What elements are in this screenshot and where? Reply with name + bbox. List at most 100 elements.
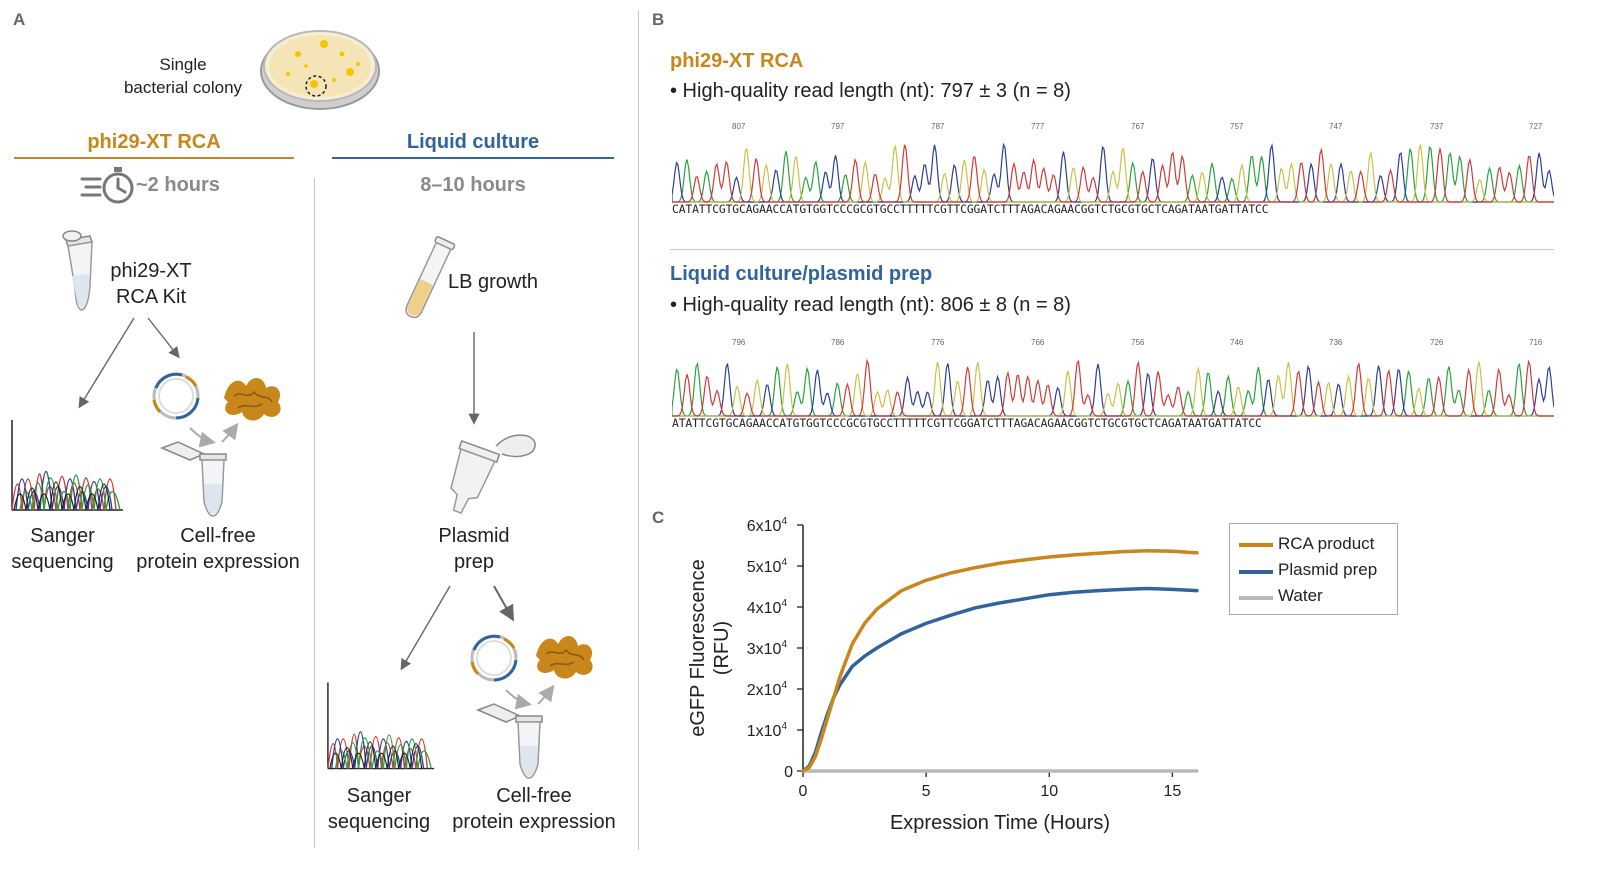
- legend-swatch-water: [1239, 596, 1273, 600]
- culture-column-title: Liquid culture: [406, 131, 540, 153]
- plasmid-trace-ticks: 796 786 776 766 756 746 736 726 716: [670, 338, 1555, 354]
- kit-label-line2: RCA Kit: [115, 286, 187, 308]
- rca-tick: 787: [931, 122, 945, 131]
- panel-b-letter: B: [652, 10, 665, 29]
- lb-growth-label: LB growth: [448, 271, 539, 293]
- y-tick-label: 2x104: [747, 680, 788, 699]
- legend-swatch-plasmid: [1239, 570, 1273, 574]
- rca-tick: 737: [1430, 122, 1444, 131]
- plasmid-tick: 726: [1430, 338, 1444, 347]
- rca-time: ~2 hours: [136, 174, 220, 196]
- rca-tick: 807: [732, 122, 746, 131]
- x-tick-label: 5: [922, 783, 931, 800]
- colony-label-line1: Single: [159, 55, 207, 74]
- kit-label: phi29-XT RCA Kit: [96, 258, 206, 310]
- culture-cfpe-label: Cell-free protein expression: [442, 783, 626, 835]
- plasmid-tick: 766: [1031, 338, 1045, 347]
- plasmid-prep-label: Plasmid prep: [404, 523, 544, 575]
- kit-label-line1: phi29-XT: [110, 260, 192, 282]
- chart-legend: RCA product Plasmid prep Water: [1229, 523, 1398, 615]
- rca-seq-line2: sequencing: [11, 551, 114, 573]
- x-axis-label: Expression Time (Hours): [890, 812, 1110, 834]
- y-tick-exponent: 4: [781, 680, 787, 691]
- rca-branch-arrows: [78, 317, 180, 409]
- y-tick-label: 6x104: [747, 516, 788, 535]
- x-tick-label: 10: [1040, 783, 1058, 800]
- protein-icon: [224, 377, 281, 421]
- chromatogram-icon: [11, 420, 123, 511]
- legend-label-rca: RCA product: [1278, 534, 1375, 553]
- plasmid-sequence: ATATTCGTGCAGAACCATGTGGTCCCGCGTGCCTTTTTCG…: [672, 417, 1262, 430]
- plasmid-tick: 796: [732, 338, 746, 347]
- rca-tick: 767: [1131, 122, 1145, 131]
- rca-tick: 727: [1529, 122, 1543, 131]
- rca-trace-ticks: 807 797 787 777 767 757 747 737 727: [670, 122, 1555, 138]
- x-tick-label: 15: [1163, 783, 1181, 800]
- rca-tick: 797: [831, 122, 845, 131]
- colony-label: Single bacterial colony: [108, 53, 258, 99]
- legend-swatch-rca: [1239, 543, 1273, 547]
- culture-seq-label: Sanger sequencing: [316, 783, 442, 835]
- cfpe-tube-icon: [160, 422, 239, 517]
- rca-cfpe-line1: Cell-free: [180, 525, 256, 547]
- plasmid-prep-line2: prep: [453, 551, 495, 573]
- spin-column-icon: [450, 434, 536, 514]
- plasmid-tick: 736: [1329, 338, 1343, 347]
- y-tick-label: 1x104: [747, 721, 788, 740]
- rca-column-rule: [14, 157, 294, 159]
- rca-tick: 747: [1329, 122, 1343, 131]
- plasmid-chromatogram-trace: [672, 358, 1554, 417]
- trace-t: [672, 144, 1554, 203]
- rca-cfpe-label: Cell-free protein expression: [126, 523, 310, 575]
- rca-tick: 777: [1031, 122, 1045, 131]
- trace-separator: [670, 249, 1554, 250]
- cfpe-tube-icon-2: [476, 684, 555, 779]
- panel-a-letter: A: [13, 10, 26, 29]
- rca-chromatogram-trace: [672, 142, 1554, 203]
- series-line-rca-product: [801, 549, 1199, 773]
- prep-branch-arrows: [400, 585, 514, 671]
- fluorescence-chart: 0 1x104 2x104 3x104 4x104 5x104 6x104 0 5 10 15 Exp…: [687, 516, 1199, 834]
- rca-cfpe-line2: protein expression: [136, 551, 300, 573]
- culture-cfpe-line1: Cell-free: [496, 785, 572, 807]
- plasmid-tick: 776: [931, 338, 945, 347]
- rca-sequence: CATATTCGTGCAGAACCATGTGGTCCCGCGTGCCTTTTTC…: [672, 203, 1269, 216]
- plasmid-trace-title: Liquid culture/plasmid prep: [670, 263, 933, 285]
- plasmid-trace-stat: • High-quality read length (nt): 806 ± 8…: [670, 294, 1071, 316]
- plasmid-prep-line1: Plasmid: [438, 525, 510, 547]
- culture-cfpe-line2: protein expression: [452, 811, 616, 833]
- y-tick-label: 0: [784, 764, 793, 781]
- legend-label-water: Water: [1278, 586, 1323, 605]
- trace-a: [672, 361, 1554, 417]
- culture-column-rule: [332, 157, 614, 159]
- y-tick-exponent: 4: [781, 516, 787, 527]
- y-tick-label: 5x104: [747, 557, 788, 576]
- rca-trace-title: phi29-XT RCA: [670, 50, 804, 72]
- rca-tick: 757: [1230, 122, 1244, 131]
- tube-icon: [62, 230, 93, 311]
- culture-tube-icon: [405, 236, 456, 319]
- trace-t: [672, 358, 1554, 417]
- y-axis-label-unit: (RFU): [711, 621, 733, 675]
- panel-c-letter: C: [652, 508, 665, 527]
- plasmid-tick: 756: [1131, 338, 1145, 347]
- plasmid-icon-2: [470, 634, 518, 682]
- stopwatch-icon: [80, 167, 134, 204]
- rca-trace-stat: • High-quality read length (nt): 797 ± 3…: [670, 80, 1071, 102]
- plasmid-tick: 786: [831, 338, 845, 347]
- rca-column-title: phi29-XT RCA: [87, 131, 221, 153]
- legend-label-plasmid: Plasmid prep: [1278, 560, 1378, 579]
- colony-label-line2: bacterial colony: [123, 78, 243, 97]
- y-tick-label: 3x104: [747, 639, 788, 658]
- petri-dish-icon: [260, 30, 380, 110]
- culture-seq-line1: Sanger: [346, 785, 412, 807]
- rca-seq-label: Sanger sequencing: [0, 523, 125, 575]
- y-tick-exponent: 4: [781, 721, 787, 732]
- y-tick-exponent: 4: [781, 557, 787, 568]
- protein-icon-2: [536, 635, 593, 679]
- panel-divider: [638, 10, 639, 850]
- culture-time: 8–10 hours: [420, 174, 526, 196]
- chromatogram-icon-2: [327, 682, 435, 770]
- series-line-plasmid-prep: [801, 586, 1199, 773]
- y-tick-label: 4x104: [747, 598, 788, 617]
